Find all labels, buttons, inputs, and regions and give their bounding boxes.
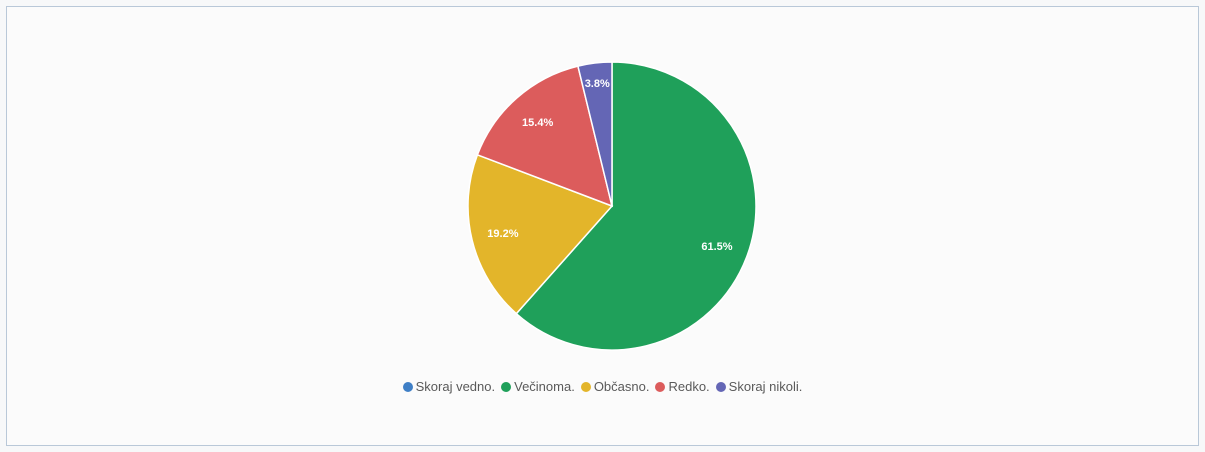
legend-label-vecinoma: Večinoma. bbox=[514, 379, 575, 394]
legend-swatch-redko bbox=[655, 381, 666, 392]
legend-item-obcasno[interactable]: Občasno. bbox=[580, 379, 650, 394]
legend: Skoraj vedno. Večinoma. Občasno. Redko. … bbox=[7, 379, 1198, 394]
legend-label-skoraj-vedno: Skoraj vedno. bbox=[415, 379, 496, 394]
pie-slice-obcasno[interactable] bbox=[467, 153, 614, 315]
pie-labels: 61.5% 19.2% 15.4% 3.8% bbox=[487, 78, 732, 253]
pie-slices bbox=[467, 61, 757, 351]
pie-label-obcasno: 19.2% bbox=[487, 228, 518, 240]
pie-slice-skoraj-nikoli[interactable] bbox=[577, 61, 613, 207]
chart-frame: 61.5% 19.2% 15.4% 3.8% Skoraj vedno. Večino… bbox=[6, 6, 1199, 446]
legend-swatch-skoraj-vedno bbox=[402, 381, 413, 392]
legend-label-redko: Redko. bbox=[668, 379, 710, 394]
legend-item-redko[interactable]: Redko. bbox=[655, 379, 710, 394]
pie-label-skoraj-nikoli: 3.8% bbox=[585, 78, 610, 90]
legend-item-skoraj-vedno[interactable]: Skoraj vedno. bbox=[402, 379, 496, 394]
legend-label-obcasno: Občasno. bbox=[593, 379, 650, 394]
pie-slice-redko[interactable] bbox=[476, 65, 614, 208]
pie-slice-vecinoma[interactable] bbox=[515, 61, 757, 351]
legend-label-skoraj-nikoli: Skoraj nikoli. bbox=[728, 379, 803, 394]
pie-label-redko: 15.4% bbox=[522, 117, 553, 129]
legend-swatch-vecinoma bbox=[501, 381, 512, 392]
legend-swatch-skoraj-nikoli bbox=[715, 381, 726, 392]
legend-item-vecinoma[interactable]: Večinoma. bbox=[501, 379, 575, 394]
pie-chart: 61.5% 19.2% 15.4% 3.8% bbox=[467, 61, 757, 351]
pie-label-vecinoma: 61.5% bbox=[701, 241, 732, 253]
legend-swatch-obcasno bbox=[580, 381, 591, 392]
legend-item-skoraj-nikoli[interactable]: Skoraj nikoli. bbox=[715, 379, 803, 394]
